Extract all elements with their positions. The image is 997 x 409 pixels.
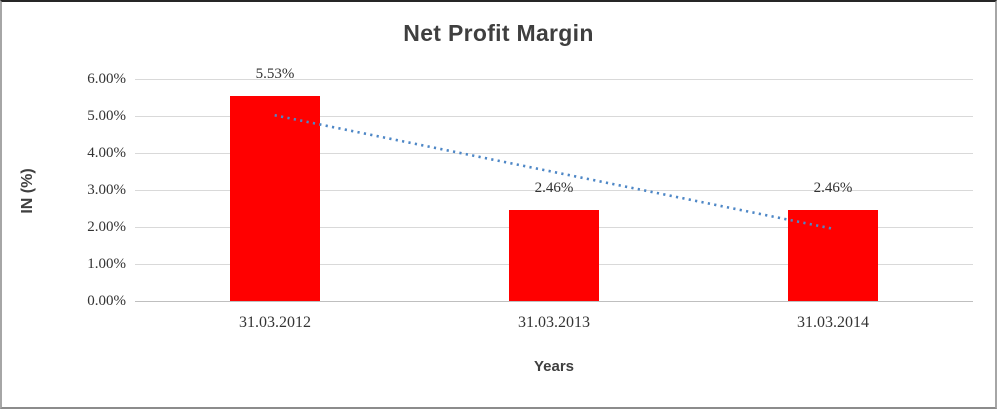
y-tick-label: 3.00% (87, 182, 126, 198)
y-axis-title: IN (%) (19, 168, 36, 214)
bar-data-label: 2.46% (813, 180, 853, 196)
y-tick-label: 1.00% (87, 256, 126, 272)
y-tick-label: 5.00% (87, 108, 126, 124)
bar-31.03.2013[interactable] (509, 210, 599, 301)
bar-data-label: 2.46% (534, 180, 574, 196)
x-tick-label: 31.03.2013 (518, 314, 590, 331)
bar-data-label: 5.53% (255, 66, 295, 82)
y-tick-label: 4.00% (87, 145, 126, 161)
chart-title: Net Profit Margin (403, 20, 594, 46)
x-axis-title: Years (533, 358, 575, 375)
bar-31.03.2014[interactable] (788, 210, 878, 301)
x-axis-line (135, 301, 973, 302)
y-tick-label: 2.00% (87, 219, 126, 235)
x-tick-label: 31.03.2012 (239, 314, 311, 331)
bar-31.03.2012[interactable] (230, 96, 320, 301)
x-tick-label: 31.03.2014 (797, 314, 869, 331)
y-tick-label: 0.00% (87, 293, 126, 309)
gridline (135, 79, 973, 80)
y-tick-label: 6.00% (87, 71, 126, 87)
